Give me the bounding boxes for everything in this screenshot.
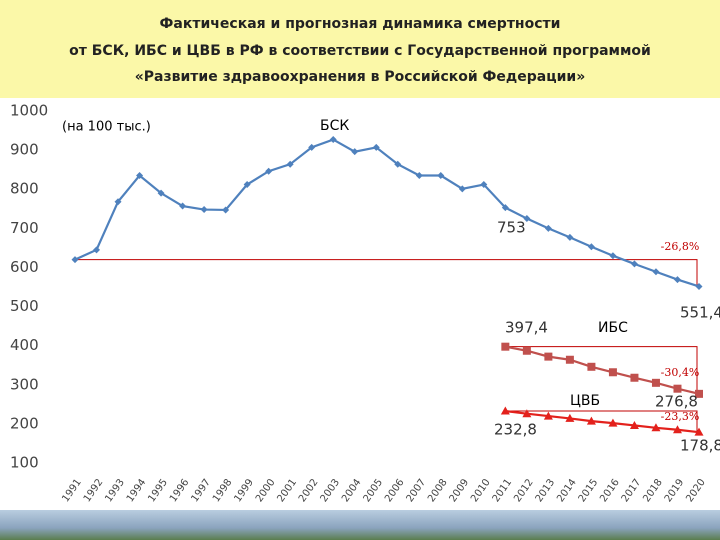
point — [695, 282, 703, 290]
y-tick-label: 600 — [10, 258, 39, 276]
point — [522, 409, 532, 418]
point — [544, 352, 553, 361]
data-label: 178,8 — [680, 437, 720, 455]
series-label: ЦВБ — [570, 393, 600, 409]
point — [565, 355, 574, 364]
point — [179, 202, 187, 210]
header-band — [0, 0, 720, 98]
change-bracket — [505, 410, 698, 433]
point — [93, 246, 101, 254]
point — [543, 411, 553, 420]
data-label: 276,8 — [655, 393, 698, 411]
point — [694, 427, 704, 436]
point — [609, 252, 617, 260]
point — [522, 346, 531, 355]
point — [565, 413, 575, 422]
point — [630, 260, 638, 268]
point — [695, 389, 703, 398]
point — [651, 378, 660, 387]
point — [157, 189, 165, 197]
data-label: 753 — [497, 219, 526, 237]
point — [71, 256, 79, 264]
point — [544, 224, 552, 232]
series-line — [505, 345, 700, 395]
point — [372, 143, 380, 151]
series-label: ИБС — [598, 320, 628, 336]
series-line — [74, 138, 700, 288]
point — [673, 276, 681, 284]
change-annotation: -23,3% — [661, 410, 700, 423]
point — [351, 148, 359, 156]
change-annotation: -26,8% — [661, 240, 700, 253]
point — [136, 172, 144, 180]
point — [458, 185, 466, 193]
point — [587, 243, 595, 251]
point — [243, 181, 251, 189]
series-label: БСК — [320, 118, 349, 134]
point — [672, 425, 682, 434]
point — [651, 423, 661, 432]
y-tick-label: 400 — [10, 336, 39, 354]
point — [394, 160, 402, 168]
title-line: Фактическая и прогнозная динамика смертн… — [160, 16, 561, 32]
point — [587, 362, 596, 371]
point — [415, 172, 423, 180]
point — [200, 206, 208, 214]
point — [308, 143, 316, 151]
point — [501, 342, 510, 351]
title-line: «Развитие здравоохранения в Российской Ф… — [135, 69, 586, 85]
point — [629, 420, 639, 429]
point — [329, 136, 337, 144]
point — [286, 160, 294, 168]
point — [673, 384, 682, 393]
y-axis-label: (на 100 тыс.) — [62, 120, 151, 135]
y-tick-label: 300 — [10, 375, 39, 393]
point — [222, 206, 230, 214]
data-label: 551,4 — [680, 304, 720, 322]
point — [586, 416, 596, 425]
point — [114, 198, 122, 206]
y-tick-label: 1000 — [10, 102, 48, 120]
point — [500, 406, 510, 415]
point — [608, 368, 617, 377]
data-label: 397,4 — [505, 319, 548, 337]
point — [630, 373, 639, 382]
series-line — [505, 409, 700, 434]
change-bracket — [505, 346, 698, 394]
point — [652, 268, 660, 276]
point — [608, 418, 618, 427]
y-tick-label: 100 — [10, 454, 39, 472]
point — [437, 172, 445, 180]
change-annotation: -30,4% — [661, 366, 700, 379]
point — [501, 204, 509, 212]
point — [480, 181, 488, 189]
y-tick-label: 700 — [10, 219, 39, 237]
y-tick-label: 500 — [10, 297, 39, 315]
point — [523, 215, 531, 223]
change-bracket — [75, 259, 698, 287]
y-tick-label: 800 — [10, 180, 39, 198]
point — [566, 233, 574, 241]
y-tick-label: 900 — [10, 141, 39, 159]
point — [265, 167, 273, 175]
data-label: 232,8 — [494, 421, 537, 439]
y-tick-label: 200 — [10, 414, 39, 432]
footer-image — [0, 510, 720, 540]
title-line: от БСК, ИБС и ЦВБ в РФ в соответствии с … — [69, 43, 651, 59]
